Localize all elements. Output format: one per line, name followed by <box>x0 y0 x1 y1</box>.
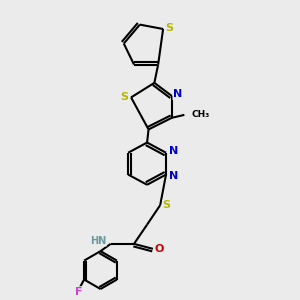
Text: S: S <box>165 23 173 33</box>
Text: HN: HN <box>90 236 106 246</box>
Text: S: S <box>121 92 129 102</box>
Text: N: N <box>173 89 182 100</box>
Text: N: N <box>169 171 178 181</box>
Text: CH₃: CH₃ <box>191 110 209 119</box>
Text: N: N <box>169 146 178 156</box>
Text: F: F <box>75 287 82 297</box>
Text: O: O <box>154 244 164 254</box>
Text: S: S <box>163 200 171 210</box>
